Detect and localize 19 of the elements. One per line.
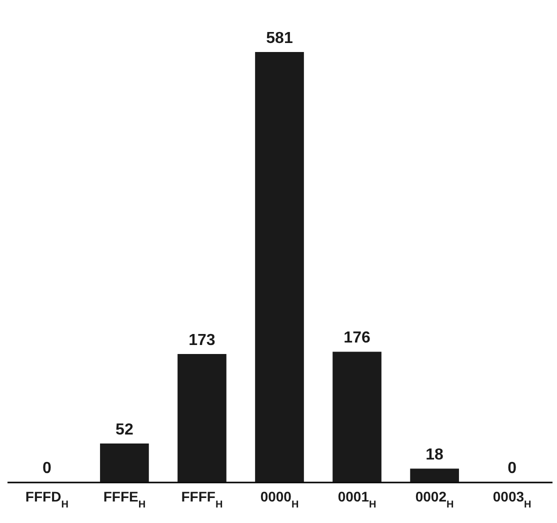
x-tick-label: FFFD$_{H}$ bbox=[25, 488, 68, 510]
bar bbox=[178, 354, 226, 482]
x-tick-label: FFFE$_{H}$ bbox=[103, 488, 146, 510]
data-label: 0 bbox=[508, 460, 517, 477]
x-tick-label: FFFF$_{H}$ bbox=[181, 488, 223, 510]
data-label: 173 bbox=[188, 332, 216, 349]
bar bbox=[410, 468, 459, 482]
bar bbox=[332, 352, 382, 482]
x-tick-label: 0002$_{H}$ bbox=[415, 488, 454, 510]
bar bbox=[100, 444, 149, 482]
data-label: 0 bbox=[42, 460, 52, 477]
data-label: 581 bbox=[266, 30, 293, 47]
data-label: 52 bbox=[116, 422, 134, 439]
data-label: 18 bbox=[426, 446, 444, 464]
x-tick-label: 0000$_{H}$ bbox=[260, 488, 299, 510]
x-tick-label: 0001$_{H}$ bbox=[338, 488, 376, 510]
data-label: 176 bbox=[344, 330, 370, 347]
bar bbox=[255, 52, 304, 482]
x-tick-label: 0003$_{H}$ bbox=[492, 488, 532, 510]
